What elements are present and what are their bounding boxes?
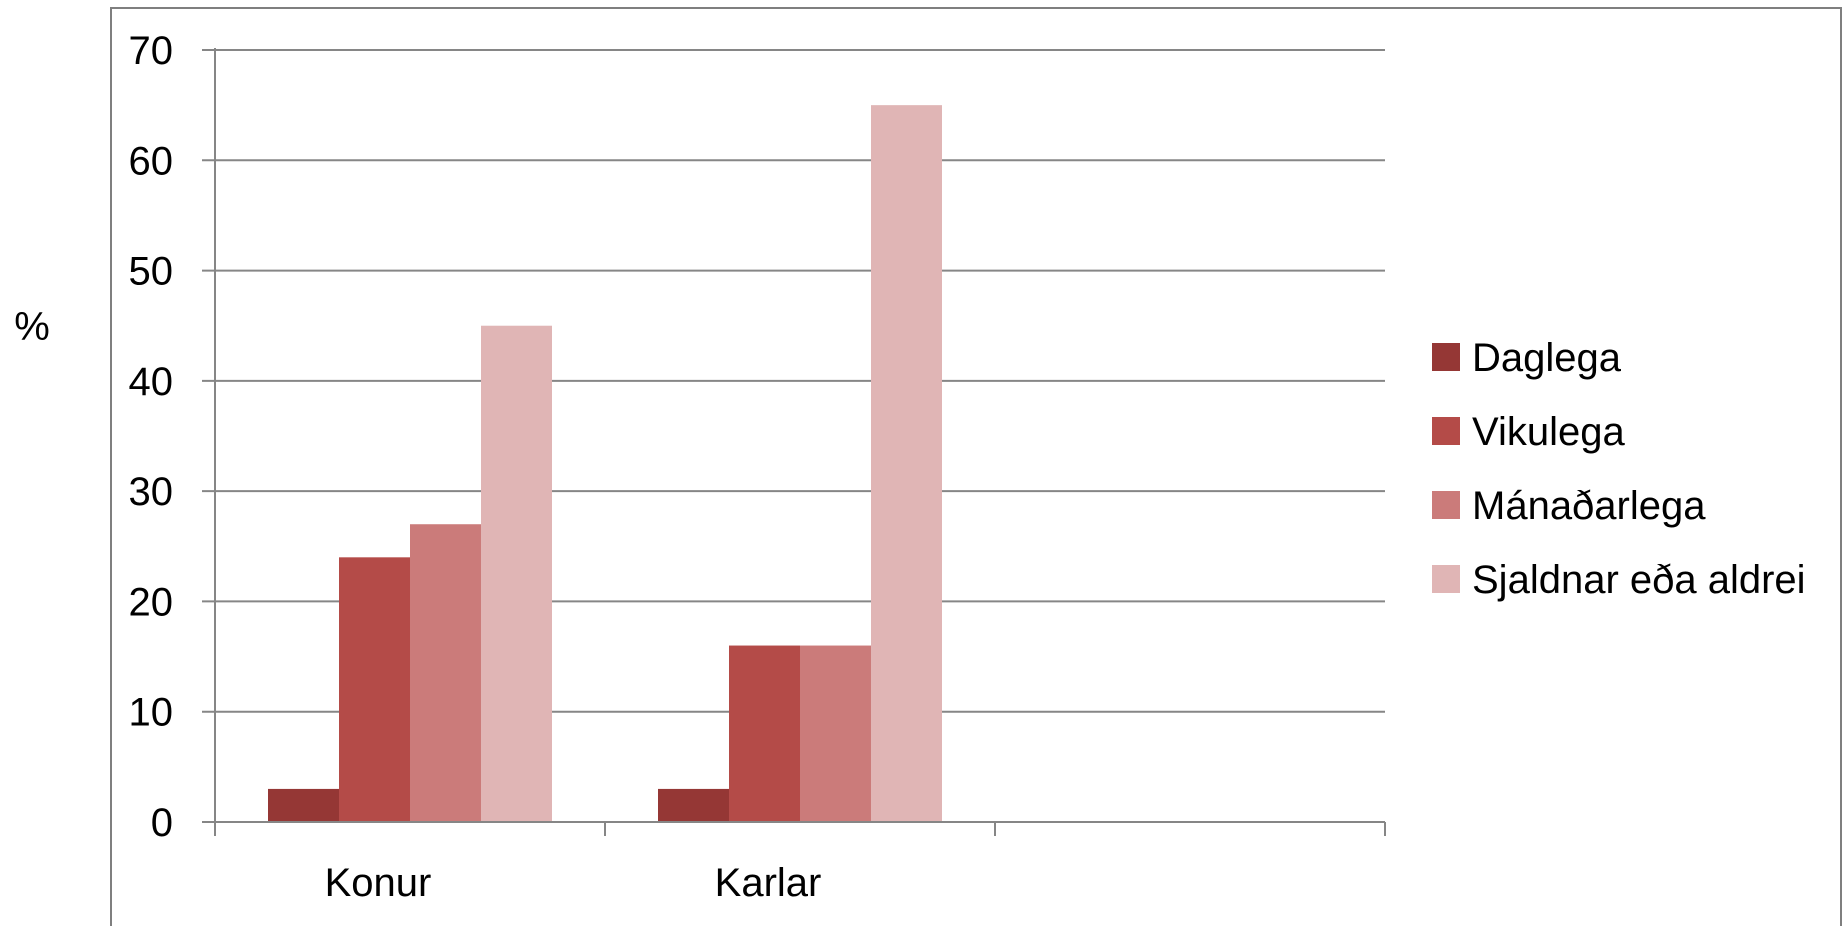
chart-frame [110,7,1842,926]
bars [268,105,942,822]
bar-sjaldnar-eða-aldrei-konur [481,325,552,822]
y-tick-labels: 0 10 20 30 40 50 60 70 [129,29,174,845]
y-axis-title: % [14,305,50,349]
bar-vikulega-konur [339,557,410,822]
x-tick-label: Konur [325,861,432,905]
y-tick-label: 70 [129,29,174,73]
bar-mánaðarlega-konur [410,524,481,822]
y-tick-label: 40 [129,360,174,404]
legend-swatch [1432,565,1460,593]
legend-label: Daglega [1472,336,1622,380]
legend: Daglega Vikulega Mánaðarlega Sjaldnar eða a… [1432,336,1806,602]
bar-mánaðarlega-karlar [800,645,871,822]
legend-swatch [1432,491,1460,519]
bar-vikulega-karlar [729,645,800,822]
legend-label: Mánaðarlega [1472,484,1706,528]
bar-daglega-konur [268,788,339,822]
x-tick-label: Karlar [715,861,822,905]
y-tick-label: 0 [151,801,173,845]
y-tick-label: 20 [129,580,174,624]
y-tick-label: 60 [129,139,174,183]
legend-swatch [1432,343,1460,371]
axes [214,48,1386,836]
y-tick-label: 10 [129,691,174,735]
y-tick-label: 30 [129,470,174,514]
y-tick-label: 50 [129,250,174,294]
bar-sjaldnar-eða-aldrei-karlar [871,105,942,822]
legend-swatch [1432,417,1460,445]
legend-label: Vikulega [1472,410,1625,454]
x-tick-labels: Konur Karlar [325,861,822,905]
legend-label: Sjaldnar eða aldrei [1472,558,1806,602]
bar-daglega-karlar [658,788,729,822]
